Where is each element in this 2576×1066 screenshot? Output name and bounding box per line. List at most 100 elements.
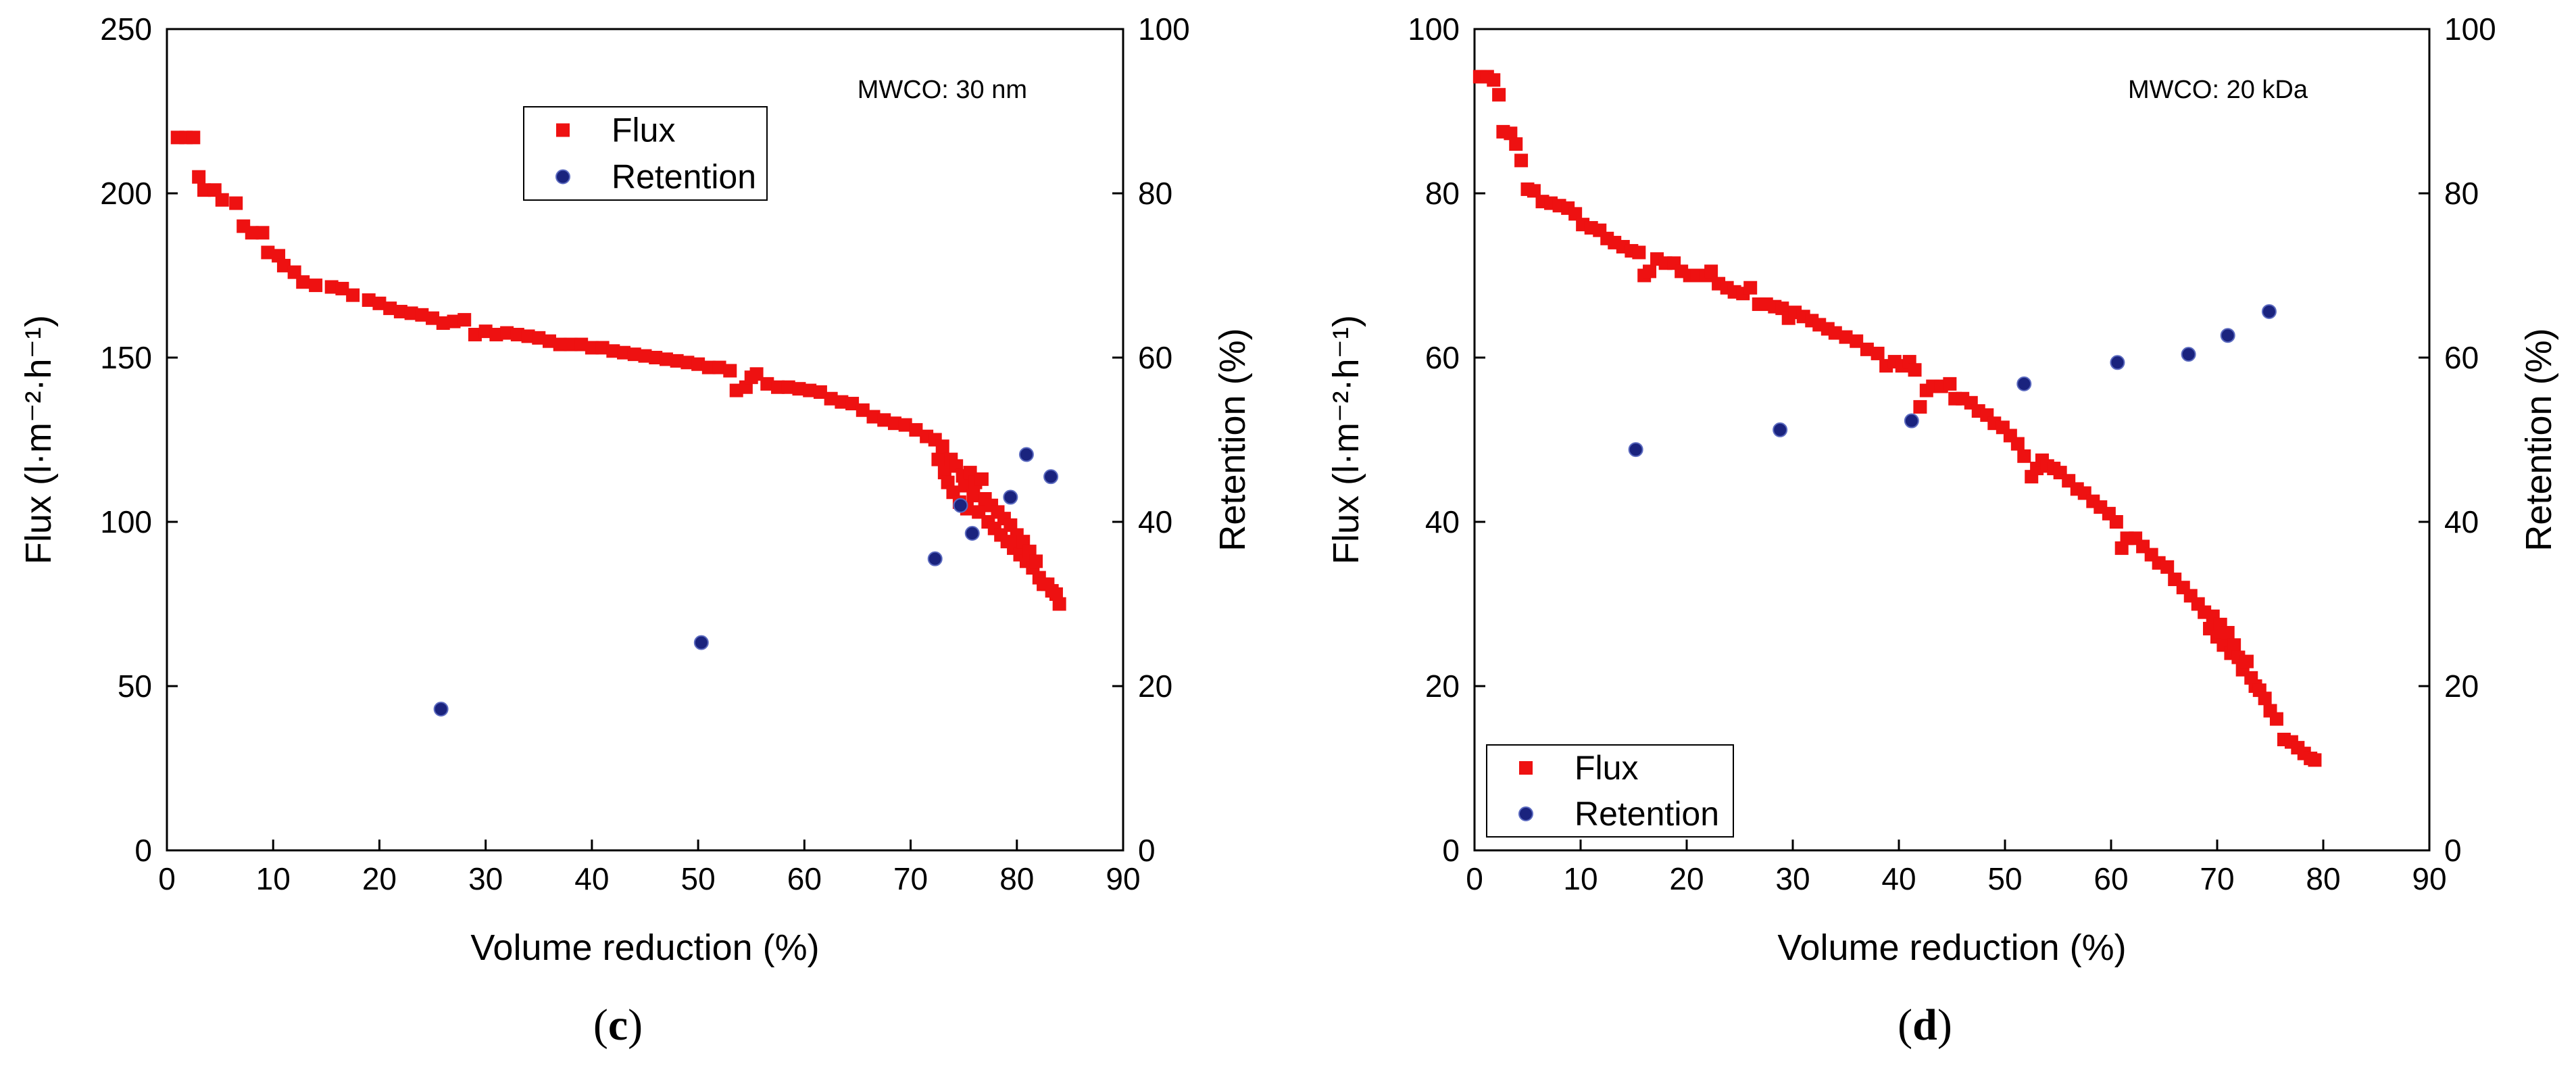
flux-point	[393, 304, 407, 318]
flux-point	[670, 354, 684, 368]
flux-point	[1029, 554, 1043, 568]
flux-point	[856, 403, 870, 417]
x-tick-label: 30	[1775, 861, 1810, 896]
flux-point	[723, 364, 737, 378]
y-tick-label: 100	[1408, 11, 1460, 47]
retention-point	[2261, 304, 2277, 319]
y2-tick-label: 20	[1138, 669, 1172, 704]
panel-label: (d)	[1898, 1000, 1952, 1050]
panel-letter: d	[1912, 1000, 1937, 1050]
retention-point	[2016, 376, 2032, 391]
flux-point	[2239, 654, 2254, 669]
retention-point	[1628, 442, 1643, 458]
y2-axis-title: Retention (%)	[2519, 328, 2559, 551]
flux-point	[771, 380, 785, 394]
flux-point	[1913, 399, 1927, 414]
x-tick-label: 30	[468, 861, 503, 896]
flux-point	[835, 395, 849, 409]
flux-point	[521, 329, 535, 343]
flux-point	[489, 327, 503, 341]
flux-point	[1743, 281, 1758, 295]
flux-point	[680, 356, 695, 370]
legend-retention-marker	[555, 169, 570, 185]
x-tick-label: 80	[999, 861, 1034, 896]
flux-point	[574, 337, 589, 352]
y2-tick-label: 0	[2444, 833, 2462, 868]
flux-point	[701, 360, 716, 374]
flux-point	[468, 327, 482, 341]
y-tick-label: 80	[1425, 176, 1460, 211]
plot-frame	[166, 28, 1124, 852]
legend-label: Flux	[1575, 749, 1638, 787]
mwco-annotation: MWCO: 30 nm	[858, 76, 1027, 104]
flux-point	[617, 345, 631, 360]
retention-point	[1043, 469, 1059, 485]
x-tick-label: 20	[1669, 861, 1704, 896]
legend-retention-marker	[1518, 806, 1533, 821]
x-tick-label: 90	[1106, 861, 1140, 896]
x-tick-label: 70	[893, 861, 928, 896]
legend-box	[523, 106, 768, 201]
retention-point	[927, 551, 943, 566]
y2-tick-label: 100	[2444, 11, 2496, 47]
y-axis-title: Flux (l·m⁻²·h⁻¹)	[18, 315, 59, 564]
flux-point	[585, 341, 599, 355]
panel-letter: c	[608, 1000, 628, 1050]
flux-point	[1492, 88, 1506, 102]
y-tick-label: 200	[100, 176, 152, 211]
flux-point	[1509, 137, 1523, 151]
flux-point	[1632, 245, 1646, 260]
y-tick-label: 250	[100, 11, 152, 47]
flux-point	[1860, 342, 1874, 356]
flux-point	[362, 293, 376, 307]
flux-point	[415, 308, 429, 322]
flux-point	[335, 281, 349, 295]
flux-point	[712, 360, 726, 374]
series-retention	[1628, 304, 2277, 458]
flux-point	[649, 351, 663, 364]
flux-point	[500, 326, 514, 340]
flux-point	[1850, 334, 1864, 348]
mwco-annotation: MWCO: 20 kDa	[2128, 76, 2308, 104]
flux-point	[510, 327, 524, 341]
y2-tick-label: 80	[2444, 176, 2479, 211]
flux-point	[261, 245, 275, 260]
y2-tick-label: 20	[2444, 669, 2479, 704]
y2-tick-label: 40	[2444, 504, 2479, 539]
flux-point	[781, 380, 795, 394]
flux-point	[383, 301, 397, 316]
flux-point	[1527, 184, 1541, 198]
x-tick-label: 90	[2412, 861, 2446, 896]
series-flux	[170, 130, 1066, 611]
legend-label: Retention	[612, 158, 756, 196]
x-tick-label: 10	[256, 861, 291, 896]
y2-tick-label: 60	[2444, 340, 2479, 375]
y2-tick-label: 0	[1138, 833, 1156, 868]
y-tick-label: 50	[118, 669, 152, 704]
flux-point	[877, 413, 891, 427]
flux-point	[187, 130, 201, 145]
y-tick-label: 40	[1425, 504, 1460, 539]
flux-point	[197, 183, 212, 197]
x-tick-label: 50	[681, 861, 716, 896]
flux-point	[1052, 597, 1066, 611]
flux-point	[457, 313, 472, 327]
flux-point	[564, 337, 578, 352]
retention-point	[953, 498, 968, 513]
retention-point	[693, 635, 709, 650]
retention-point	[2110, 355, 2125, 370]
y-tick-label: 100	[100, 504, 152, 539]
flux-point	[1704, 264, 1718, 278]
series-retention	[433, 447, 1059, 717]
legend-flux-marker	[1519, 761, 1533, 775]
legend-flux-marker	[556, 123, 570, 137]
flux-point	[2160, 560, 2175, 574]
x-tick-label: 10	[1563, 861, 1597, 896]
flux-point	[276, 258, 291, 272]
panel-c: 0 10 20 30 40 50 60 70 80 90050100150200250020406…	[18, 11, 1253, 1050]
y-tick-label: 0	[134, 833, 152, 868]
flux-point	[1871, 346, 1885, 360]
x-tick-label: 0	[1466, 861, 1483, 896]
